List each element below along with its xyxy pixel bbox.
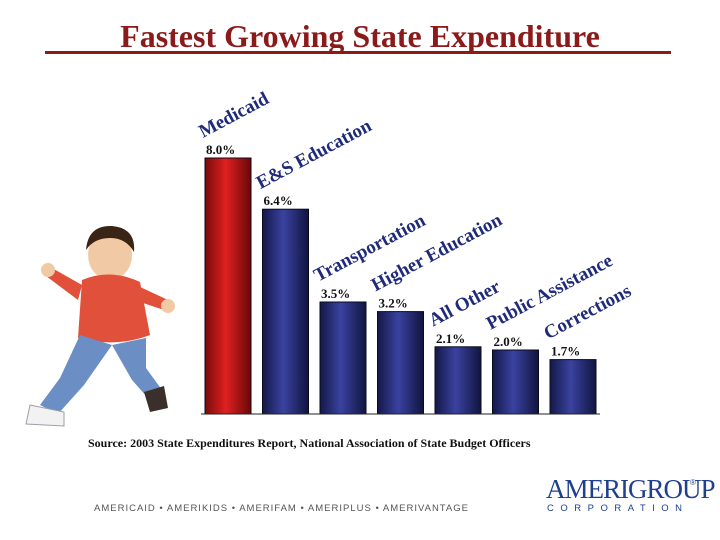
value-label-all-other: 2.1% <box>436 331 465 346</box>
value-label-higher-education: 3.2% <box>379 296 408 311</box>
category-label-medicaid: Medicaid <box>195 88 272 142</box>
bar-public-assistance <box>492 349 539 415</box>
value-label-transportation: 3.5% <box>321 286 350 301</box>
category-label-eands-education: E&S Education <box>253 115 376 193</box>
bar-all-other <box>434 346 482 415</box>
bar-eands-education <box>262 208 309 415</box>
bars-layer <box>201 157 600 415</box>
value-label-corrections: 1.7% <box>551 344 580 359</box>
value-label-public-assistance: 2.0% <box>494 334 523 349</box>
child-figure <box>25 225 175 427</box>
footer-brand-list: AMERICAID • AMERIKIDS • AMERIFAM • AMERI… <box>94 503 469 514</box>
bar-medicaid <box>204 157 252 415</box>
value-label-eands-education: 6.4% <box>264 193 293 208</box>
value-label-medicaid: 8.0% <box>206 142 235 157</box>
page-title: Fastest Growing State Expenditure <box>120 18 600 54</box>
company-logo: AMERIGROUP <box>546 474 716 504</box>
title-underline <box>45 51 671 54</box>
registered-mark: ® <box>690 478 696 487</box>
bar-higher-education <box>377 311 424 415</box>
company-logo-subtitle: CORPORATION <box>547 503 689 514</box>
source-note: Source: 2003 State Expenditures Report, … <box>88 436 531 450</box>
bar-transportation <box>319 301 367 415</box>
bar-corrections <box>549 359 597 415</box>
